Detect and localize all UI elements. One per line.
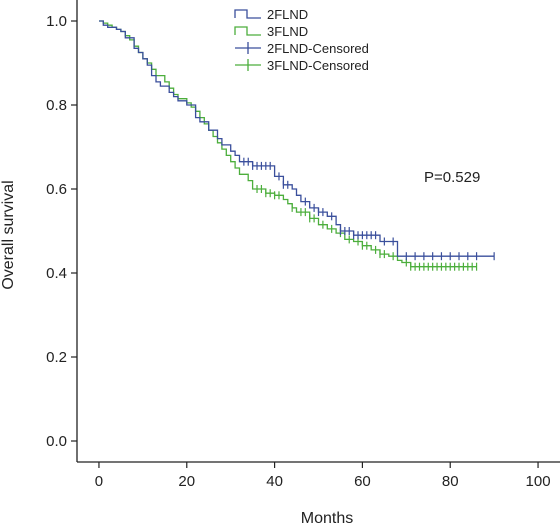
y-tick-label: 0.4 bbox=[46, 265, 67, 282]
axes bbox=[76, 0, 560, 463]
y-tick-label: 0.8 bbox=[46, 97, 67, 114]
p-value-annotation: P=0.529 bbox=[424, 169, 480, 186]
x-tick-label: 60 bbox=[354, 473, 371, 490]
legend-line-swatch bbox=[234, 9, 261, 19]
y-tick-label: 0.6 bbox=[46, 181, 67, 198]
legend-line-swatch bbox=[234, 26, 261, 36]
y-tick-label: 0.2 bbox=[46, 349, 67, 366]
censor-marks bbox=[243, 157, 495, 271]
legend-label: 3FLND bbox=[267, 24, 308, 39]
legend-label: 3FLND-Censored bbox=[267, 58, 369, 73]
y-tick-label: 1.0 bbox=[46, 13, 67, 30]
series-lines bbox=[99, 20, 495, 268]
x-tick-label: 80 bbox=[442, 473, 459, 490]
x-axis-label: Months bbox=[301, 510, 353, 527]
legend-label: 2FLND-Censored bbox=[267, 41, 369, 56]
y-tick-label: 0.0 bbox=[46, 433, 67, 450]
series-line-3FLND bbox=[99, 20, 477, 268]
legend: 2FLND 3FLND 2FLND-Censored 3FLND-Censored bbox=[234, 7, 369, 73]
y-axis-label: Overall survival bbox=[0, 180, 17, 289]
series-line-2FLND bbox=[99, 20, 495, 257]
x-tick-label: 100 bbox=[526, 473, 551, 490]
x-tick-label: 40 bbox=[266, 473, 283, 490]
axis-ticks: 0 20 40 60 80 100 0.0 0.2 0.4 0.6 0.8 1.0 bbox=[46, 13, 550, 490]
x-tick-label: 0 bbox=[95, 473, 103, 490]
legend-label: 2FLND bbox=[267, 7, 308, 22]
x-tick-label: 20 bbox=[178, 473, 195, 490]
